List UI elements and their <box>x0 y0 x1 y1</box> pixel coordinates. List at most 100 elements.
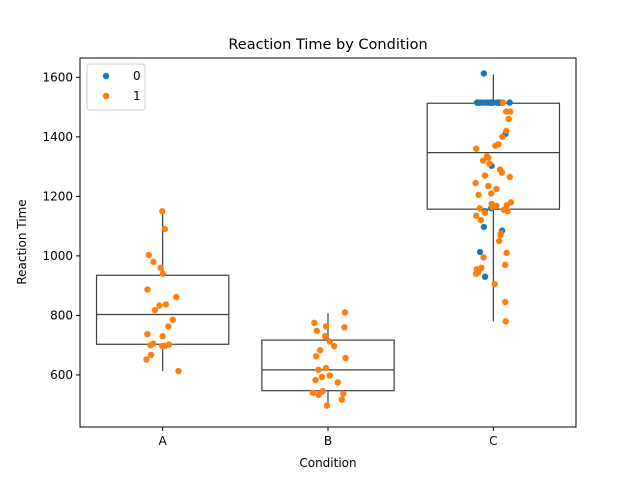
point-A-group-1 <box>173 293 180 301</box>
y-tick-label: 1600 <box>42 70 73 84</box>
point-B-group-1 <box>318 373 326 381</box>
point-A-group-1 <box>156 302 163 309</box>
point-C-group-1 <box>505 115 512 123</box>
point-C-group-1 <box>485 154 492 161</box>
legend-marker-0 <box>102 72 110 80</box>
point-A-group-1 <box>175 367 182 375</box>
point-C-group-1 <box>472 179 479 187</box>
point-A-group-1 <box>157 264 164 271</box>
point-B-group-1 <box>322 323 330 330</box>
point-C-group-0 <box>476 248 484 256</box>
point-C-group-0 <box>480 70 488 77</box>
point-C-group-0 <box>480 223 488 231</box>
point-C-group-0 <box>506 99 513 106</box>
point-B-group-1 <box>323 402 331 409</box>
point-C-group-1 <box>502 318 509 325</box>
point-C-group-1 <box>480 254 487 261</box>
point-C-group-1 <box>503 249 510 257</box>
point-A-group-1 <box>143 356 150 363</box>
point-C-group-1 <box>477 216 485 224</box>
point-A-group-1 <box>144 330 151 338</box>
y-axis: 600 800 1000 1200 1400 1600 <box>42 70 80 382</box>
point-A-group-1 <box>159 333 166 340</box>
x-tick-label: B <box>324 434 332 448</box>
point-C-group-0 <box>481 273 489 280</box>
point-C-group-1 <box>473 145 480 152</box>
point-C-group-1 <box>486 160 493 167</box>
point-C-group-1 <box>489 203 496 210</box>
point-C-group-1 <box>481 209 489 216</box>
point-C-group-1 <box>506 173 513 181</box>
y-tick-label: 1000 <box>42 249 73 263</box>
point-B-group-1 <box>341 324 348 331</box>
legend: 01 <box>86 63 146 111</box>
point-B-group-1 <box>326 372 333 379</box>
point-B-group-1 <box>316 347 324 354</box>
point-A-group-1 <box>150 258 157 266</box>
point-C-group-1 <box>506 108 514 115</box>
y-tick-label: 600 <box>50 368 73 382</box>
x-axis: A B C <box>159 427 498 448</box>
point-C-group-1 <box>488 190 495 197</box>
point-A-group-1 <box>161 225 169 233</box>
point-A-group-1 <box>144 286 151 293</box>
point-C-group-1 <box>503 127 510 135</box>
point-B-group-1 <box>342 354 349 362</box>
point-A-group-1 <box>147 341 154 349</box>
point-C-group-1 <box>491 280 498 288</box>
point-B-group-1 <box>311 319 318 327</box>
point-B-group-1 <box>338 396 346 403</box>
y-tick-label: 1400 <box>42 130 73 144</box>
point-B-group-1 <box>313 327 321 335</box>
point-B-group-1 <box>315 366 322 374</box>
point-A-group-1 <box>151 306 159 314</box>
legend-label-1: 1 <box>133 89 141 103</box>
x-tick-label: A <box>159 434 168 448</box>
point-A-group-1 <box>159 208 166 215</box>
legend-marker-1 <box>102 92 110 100</box>
point-B-group-1 <box>341 309 349 316</box>
point-A-group-1 <box>165 323 172 330</box>
box-body <box>261 339 395 392</box>
point-C-group-1 <box>498 169 506 176</box>
point-C-group-0 <box>473 99 481 106</box>
plot-area <box>95 70 561 409</box>
point-B-group-1 <box>315 391 322 399</box>
point-B-group-1 <box>334 379 342 386</box>
point-A-group-1 <box>169 316 176 324</box>
point-C-group-1 <box>502 261 509 269</box>
legend-label-0: 0 <box>133 69 141 83</box>
point-A-group-1 <box>147 351 155 359</box>
point-B-group-1 <box>312 352 320 360</box>
y-tick-label: 1200 <box>42 189 73 203</box>
point-B-group-1 <box>312 376 319 384</box>
point-C-group-1 <box>481 172 489 179</box>
point-C-group-1 <box>475 191 482 199</box>
point-C-group-1 <box>504 208 511 215</box>
point-C-group-1 <box>497 231 504 239</box>
y-axis-label: Reaction Time <box>15 199 29 284</box>
x-tick-label: C <box>489 434 497 448</box>
point-C-group-1 <box>495 237 503 245</box>
point-C-group-1 <box>502 298 509 306</box>
point-C-group-1 <box>492 142 499 149</box>
point-B-group-1 <box>309 389 317 396</box>
point-A-group-1 <box>145 251 153 259</box>
point-C-group-0 <box>487 99 495 106</box>
point-B-group-1 <box>326 338 334 345</box>
point-B-group-1 <box>321 333 329 340</box>
point-B-group-1 <box>340 390 347 397</box>
point-C-group-1 <box>473 212 480 219</box>
point-A-group-1 <box>162 301 170 308</box>
y-tick-label: 800 <box>50 308 73 322</box>
point-C-group-1 <box>472 270 480 277</box>
point-C-group-1 <box>499 99 507 106</box>
point-C-group-1 <box>476 205 484 212</box>
point-C-group-1 <box>493 185 500 193</box>
point-B-group-1 <box>330 342 338 350</box>
legend-box <box>86 63 146 111</box>
point-C-group-1 <box>499 133 506 141</box>
point-A-group-1 <box>159 270 167 277</box>
x-axis-label: Condition <box>299 456 356 470</box>
